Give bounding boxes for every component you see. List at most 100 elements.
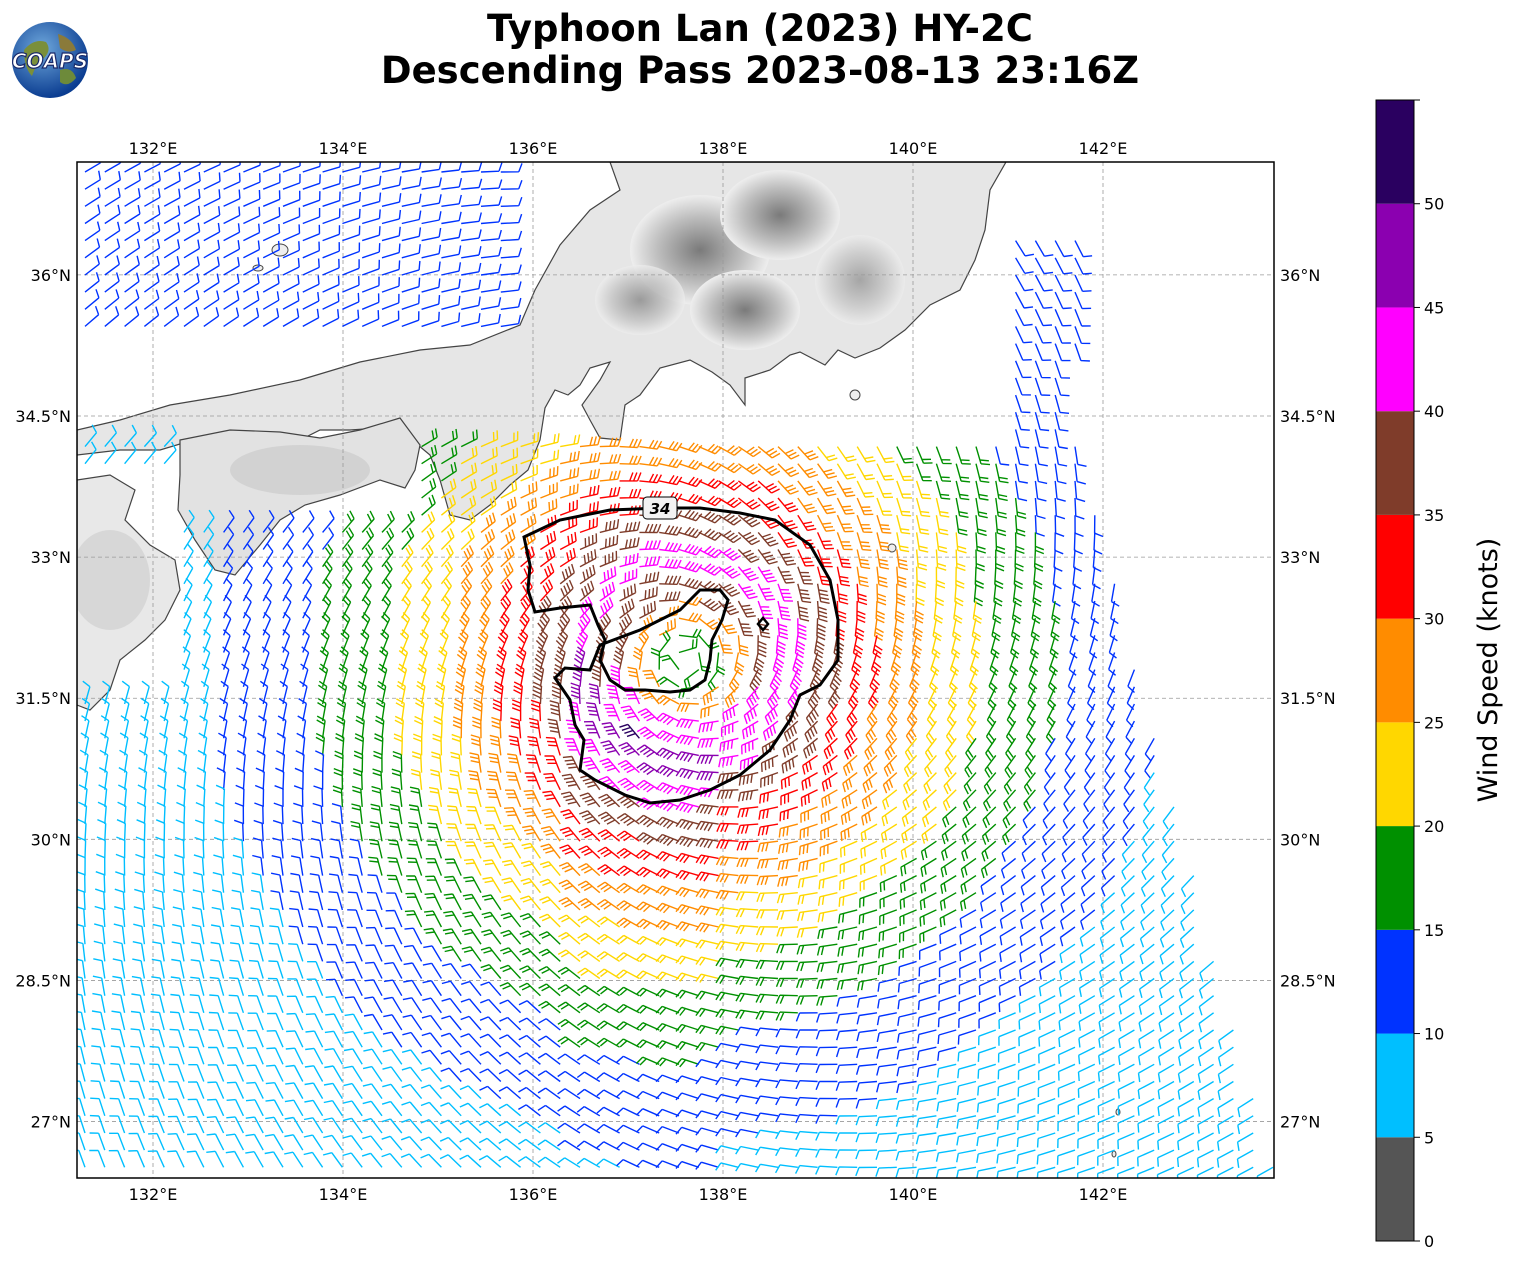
- wind-barb: [777, 514, 798, 531]
- wind-barb: [233, 837, 245, 859]
- wind-barb: [577, 932, 601, 945]
- wind-barb: [133, 923, 146, 945]
- wind-barb: [655, 1160, 680, 1169]
- wind-barb: [1077, 1149, 1096, 1166]
- wind-barb: [169, 1028, 185, 1048]
- wind-barb: [955, 480, 970, 501]
- wind-barb: [616, 830, 640, 842]
- wind-barb: [578, 845, 601, 859]
- wind-barb: [836, 549, 852, 569]
- wind-barb: [183, 611, 192, 636]
- wind-barb: [861, 806, 878, 826]
- wind-barb: [183, 239, 201, 259]
- wind-barb: [172, 906, 185, 928]
- wind-barb: [78, 784, 88, 807]
- wind-barb: [1196, 1166, 1214, 1178]
- lon-tick-bottom: 136°E: [509, 1185, 558, 1204]
- wind-barb: [835, 1046, 858, 1058]
- wind-barb: [542, 790, 561, 808]
- wind-barb: [461, 963, 482, 979]
- wind-barb: [999, 960, 1016, 979]
- wind-barb: [487, 770, 502, 790]
- wind-barb: [577, 950, 601, 962]
- wind-barb: [539, 563, 555, 585]
- wind-barb: [737, 514, 761, 528]
- wind-barb: [124, 171, 141, 190]
- wind-barb: [149, 1045, 165, 1065]
- wind-barb: [741, 737, 759, 755]
- contour-island: [756, 616, 770, 632]
- wind-barb: [1178, 977, 1195, 999]
- wind-barb: [440, 1050, 462, 1065]
- wind-barb: [381, 293, 400, 310]
- wind-barb: [501, 859, 522, 876]
- wind-barb: [109, 1115, 126, 1134]
- wind-barb: [472, 716, 482, 739]
- wind-barb: [862, 772, 878, 793]
- wind-barb: [380, 629, 390, 653]
- wind-barb: [157, 767, 167, 790]
- wind-barb: [262, 173, 281, 190]
- wind-barb: [173, 889, 185, 910]
- wind-barb: [156, 801, 166, 825]
- wind-barb: [1034, 532, 1045, 555]
- wind-barb: [248, 995, 264, 1014]
- wind-barb: [296, 732, 306, 756]
- wind-barb: [1119, 960, 1135, 981]
- wind-barb: [559, 532, 577, 551]
- wind-barb: [498, 1051, 522, 1065]
- wind-barb: [348, 856, 363, 876]
- wind-barb: [104, 238, 121, 259]
- wind-barb: [322, 191, 341, 207]
- lat-tick-right: 28.5°N: [1280, 971, 1336, 990]
- wind-barb: [898, 960, 917, 976]
- wind-barb: [795, 1130, 818, 1141]
- wind-barb: [242, 594, 252, 619]
- wind-barb: [230, 907, 245, 928]
- wind-barb: [154, 871, 165, 893]
- wind-barb: [737, 600, 756, 618]
- wind-barb: [282, 162, 301, 173]
- wind-barb: [480, 297, 502, 310]
- wind-barb: [1014, 274, 1034, 292]
- wind-barb: [946, 703, 957, 728]
- wind-barb: [1054, 446, 1068, 467]
- wind-barb: [956, 1132, 977, 1146]
- wind-barb: [737, 566, 759, 582]
- colorbar-bin: [1376, 1033, 1414, 1138]
- wind-barb: [558, 861, 581, 877]
- wind-barb: [678, 577, 703, 590]
- wind-barb: [583, 720, 601, 739]
- wind-barb: [295, 750, 305, 773]
- wind-barb: [815, 1029, 838, 1040]
- wind-barb: [1034, 274, 1053, 292]
- wind-barb: [982, 789, 997, 812]
- wind-barb: [635, 1090, 660, 1100]
- wind-barb: [186, 1150, 205, 1168]
- wind-barb: [377, 680, 387, 705]
- wind-barb: [510, 717, 522, 739]
- wind-barb: [1034, 515, 1045, 537]
- wind-barb: [718, 462, 742, 474]
- wind-barb: [400, 1136, 423, 1151]
- wind-barb: [254, 802, 264, 825]
- wind-barb: [635, 918, 660, 930]
- wind-barb: [718, 497, 742, 509]
- wind-barb: [695, 854, 719, 865]
- wind-barb: [1017, 1080, 1036, 1097]
- wind-barb: [521, 842, 541, 859]
- wind-barb: [78, 801, 88, 825]
- wind-barb: [229, 977, 245, 996]
- wind-barb: [110, 1062, 126, 1082]
- wind-barb: [972, 600, 983, 624]
- colorbar-bin: [1376, 1137, 1414, 1241]
- wind-barb: [579, 533, 598, 551]
- wind-barb: [835, 1132, 858, 1142]
- wind-barb: [414, 715, 424, 739]
- wind-barb: [183, 594, 193, 619]
- wind-barb: [757, 635, 767, 658]
- wind-barb: [413, 733, 423, 756]
- wind-barb: [737, 617, 754, 637]
- wind-barb: [557, 1036, 581, 1048]
- wind-barb: [421, 194, 442, 207]
